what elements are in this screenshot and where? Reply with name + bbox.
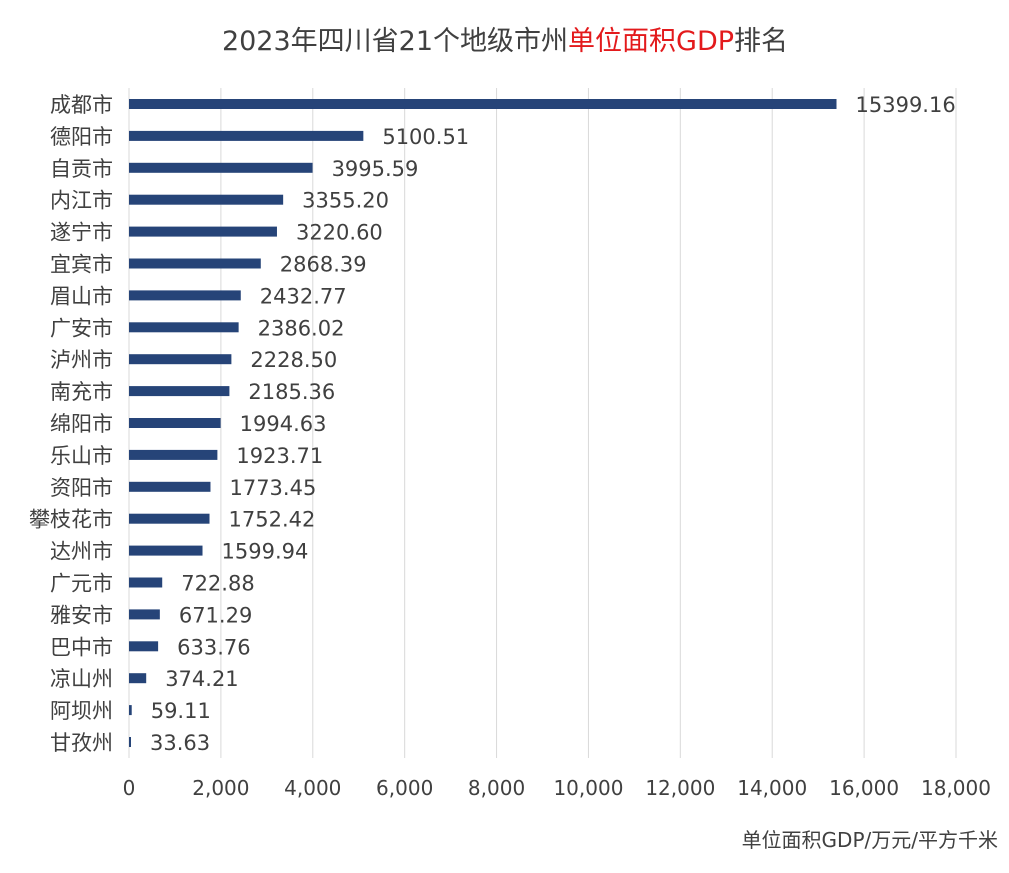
bar (129, 609, 160, 620)
category-label: 南充市 (50, 380, 113, 404)
bar (129, 99, 837, 109)
x-tick-label: 8,000 (468, 776, 525, 800)
data-label: 59.11 (151, 699, 211, 723)
category-label: 凉山州 (50, 667, 113, 691)
category-label: 成都市 (50, 93, 113, 117)
category-label: 遂宁市 (50, 221, 113, 245)
category-label: 绵阳市 (50, 412, 113, 436)
chart-title-highlight: 单位面积GDP (568, 26, 734, 57)
category-label: 泸州市 (50, 348, 113, 372)
bar (129, 545, 203, 556)
x-axis-label: 单位面积GDP/万元/平方千米 (742, 828, 998, 852)
data-label: 3995.59 (332, 157, 419, 181)
x-tick-label: 0 (123, 776, 136, 800)
category-label: 广安市 (50, 316, 113, 340)
data-label: 722.88 (181, 572, 254, 596)
bar (129, 130, 364, 141)
bar (129, 322, 239, 333)
data-label: 2386.02 (258, 316, 345, 340)
category-label: 甘孜州 (50, 731, 113, 755)
bar (129, 577, 163, 588)
category-label: 广元市 (50, 572, 113, 596)
bar (129, 354, 232, 365)
data-label: 374.21 (165, 667, 238, 691)
bar (129, 194, 284, 205)
bar (129, 449, 218, 460)
data-label: 1599.94 (222, 540, 309, 564)
bar (129, 481, 211, 492)
category-label: 宜宾市 (50, 253, 113, 277)
category-label: 攀枝花市 (29, 508, 113, 532)
value-labels: 15399.16 5100.51 3995.59 3355.20 3220.60 2868… (150, 93, 956, 755)
x-tick-label: 10,000 (553, 776, 623, 800)
data-label: 2432.77 (260, 284, 347, 308)
chart-title-part1: 2023年四川省21个地级市州 (222, 26, 568, 57)
data-label: 2185.36 (248, 380, 335, 404)
x-tick-label: 18,000 (921, 776, 991, 800)
x-tick-labels: 0 2,000 4,000 6,000 8,000 10,000 12,000 14,000 1… (123, 776, 991, 800)
category-labels: 成都市德阳市自贡市内江市遂宁市宜宾市眉山市广安市泸州市南充市绵阳市乐山市资阳市攀… (29, 93, 113, 755)
data-label: 633.76 (177, 635, 250, 659)
chart-title: 2023年四川省21个地级市州单位面积GDP排名 (222, 26, 788, 57)
data-label: 3220.60 (296, 221, 383, 245)
x-tick-label: 2,000 (192, 776, 249, 800)
data-label: 1752.42 (229, 508, 316, 532)
bar (129, 290, 241, 301)
category-label: 自贡市 (50, 157, 113, 181)
data-label: 5100.51 (382, 125, 469, 149)
category-label: 资阳市 (50, 476, 113, 500)
bar (129, 673, 147, 684)
data-label: 3355.20 (302, 189, 389, 213)
chart-title-part3: 排名 (734, 26, 788, 57)
data-label: 1923.71 (236, 444, 323, 468)
data-label: 2228.50 (250, 348, 337, 372)
bars (129, 99, 837, 747)
bar (129, 737, 131, 747)
bar (129, 418, 221, 428)
category-label: 阿坝州 (50, 699, 113, 723)
category-label: 德阳市 (50, 125, 113, 149)
category-label: 乐山市 (50, 444, 113, 468)
category-label: 达州市 (50, 540, 113, 564)
data-label: 1994.63 (240, 412, 327, 436)
x-tick-label: 16,000 (829, 776, 899, 800)
data-label: 2868.39 (280, 253, 367, 277)
data-label: 33.63 (150, 731, 210, 755)
x-tick-label: 14,000 (737, 776, 807, 800)
data-label: 15399.16 (856, 93, 956, 117)
category-label: 雅安市 (50, 603, 113, 627)
x-tick-label: 6,000 (376, 776, 433, 800)
data-label: 1773.45 (229, 476, 316, 500)
x-tick-label: 12,000 (645, 776, 715, 800)
category-label: 巴中市 (50, 635, 113, 659)
bar (129, 705, 132, 716)
category-label: 眉山市 (50, 284, 113, 308)
bar (129, 641, 159, 652)
category-label: 内江市 (50, 189, 113, 213)
x-tick-label: 4,000 (284, 776, 341, 800)
bar (129, 226, 277, 237)
bar (129, 258, 261, 269)
bar (129, 513, 210, 524)
data-label: 671.29 (179, 603, 252, 627)
bar (129, 386, 230, 397)
bar (129, 162, 313, 173)
